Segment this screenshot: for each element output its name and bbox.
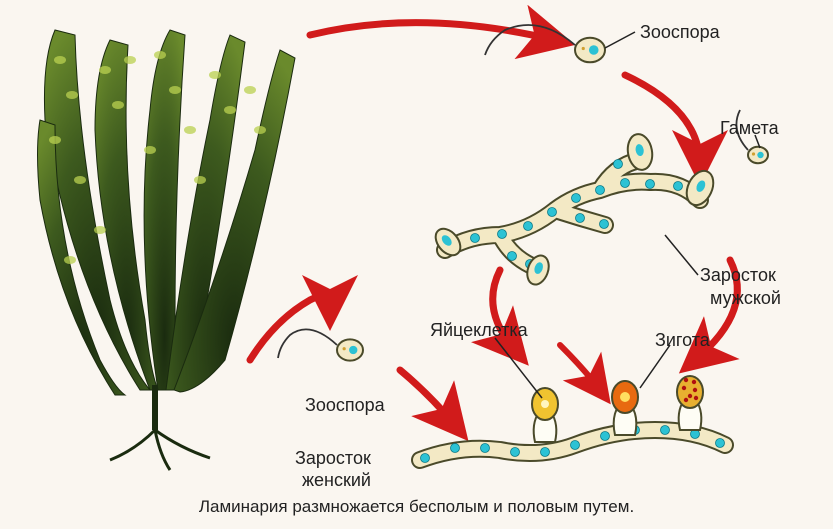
- label-male-prothallus-1: Заросток: [700, 265, 776, 286]
- label-female-prothallus-1: Заросток: [295, 448, 371, 469]
- label-zoospore-bottom: Зооспора: [305, 395, 385, 416]
- kelp-sporophyte: [38, 30, 296, 470]
- label-egg-cell: Яйцеклетка: [430, 320, 528, 341]
- lifecycle-arrows: [250, 23, 737, 425]
- label-male-prothallus-2: мужской: [710, 288, 781, 309]
- figure-caption: Ламинария размножается бесполым и половы…: [0, 497, 833, 517]
- label-female-prothallus-2: женский: [302, 470, 371, 491]
- label-zygote: Зигота: [655, 330, 710, 351]
- female-prothallus: [420, 376, 725, 463]
- label-zoospore-top: Зооспора: [640, 22, 720, 43]
- label-gamete: Гамета: [720, 118, 779, 139]
- male-prothallus: [431, 132, 719, 287]
